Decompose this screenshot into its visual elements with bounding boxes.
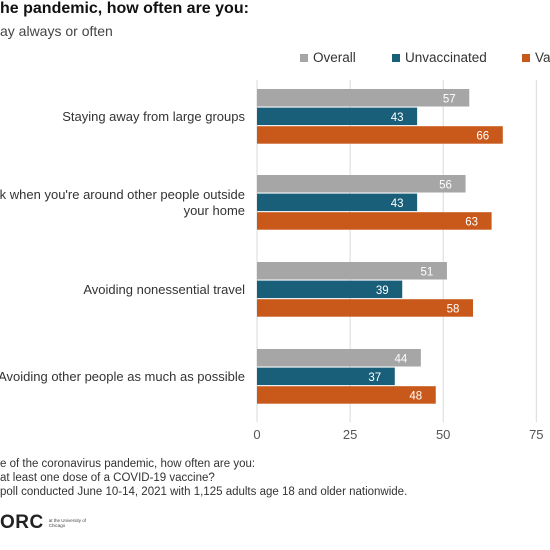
data-label: 37 (368, 372, 381, 384)
bar-vaccinated (257, 212, 492, 230)
legend-item-overall: Overall (300, 50, 356, 65)
category-label: Avoiding other people as much as possibl… (0, 369, 245, 384)
x-tick-label: 50 (436, 427, 450, 442)
logo-subtext: at the University of Chicago (48, 518, 86, 528)
footnote-question: e of the coronavirus pandemic, how often… (0, 458, 256, 470)
legend-swatch-vaccinated (522, 53, 530, 62)
legend-label-overall: Overall (313, 50, 356, 65)
data-label: 51 (421, 266, 434, 278)
legend-label-vaccinated: Va (535, 50, 550, 65)
bar-overall (257, 175, 466, 193)
data-label: 39 (376, 285, 389, 297)
legend-item-vaccinated: Va (522, 50, 550, 65)
norc-logo: ORC at the University of Chicago (0, 512, 89, 534)
x-tick-label: 0 (253, 427, 260, 442)
data-label: 44 (394, 353, 407, 365)
x-tick-label: 75 (529, 427, 543, 442)
category-label: Staying away from large groups (62, 109, 245, 124)
bar-unvaccinated (257, 107, 418, 126)
bar-vaccinated (257, 126, 503, 144)
legend-label-unvaccinated: Unvaccinated (405, 50, 487, 65)
data-label: 66 (476, 130, 489, 142)
category-label: ask when you're around other people outs… (0, 187, 245, 202)
bar-unvaccinated (257, 367, 395, 386)
data-label: 63 (465, 216, 478, 228)
data-label: 57 (443, 93, 456, 105)
footnote-source: poll conducted June 10-14, 2021 with 1,1… (0, 486, 408, 498)
data-label: 48 (409, 390, 422, 402)
legend-item-unvaccinated: Unvaccinated (392, 50, 487, 65)
bar-overall (257, 262, 447, 280)
logo-text: ORC (0, 512, 44, 533)
category-label: Avoiding nonessential travel (83, 282, 245, 297)
bar-vaccinated (257, 386, 436, 404)
bar-overall (257, 349, 421, 367)
bar-unvaccinated (257, 193, 418, 212)
chart-title: he pandemic, how often are you: (0, 0, 249, 17)
bar-overall (257, 89, 470, 107)
data-label: 58 (447, 303, 460, 315)
legend-swatch-unvaccinated (392, 53, 400, 62)
data-label: 56 (439, 179, 452, 191)
category-label: your home (184, 203, 245, 218)
legend-swatch-overall (300, 53, 308, 62)
x-tick-label: 25 (343, 427, 357, 442)
bar-vaccinated (257, 299, 473, 317)
footnote-vaccine: at least one dose of a COVID-19 vaccine? (0, 472, 215, 484)
data-label: 43 (391, 198, 404, 210)
data-label: 43 (391, 112, 404, 124)
chart-subtitle: ay always or often (0, 23, 113, 39)
bar-unvaccinated (257, 280, 403, 299)
